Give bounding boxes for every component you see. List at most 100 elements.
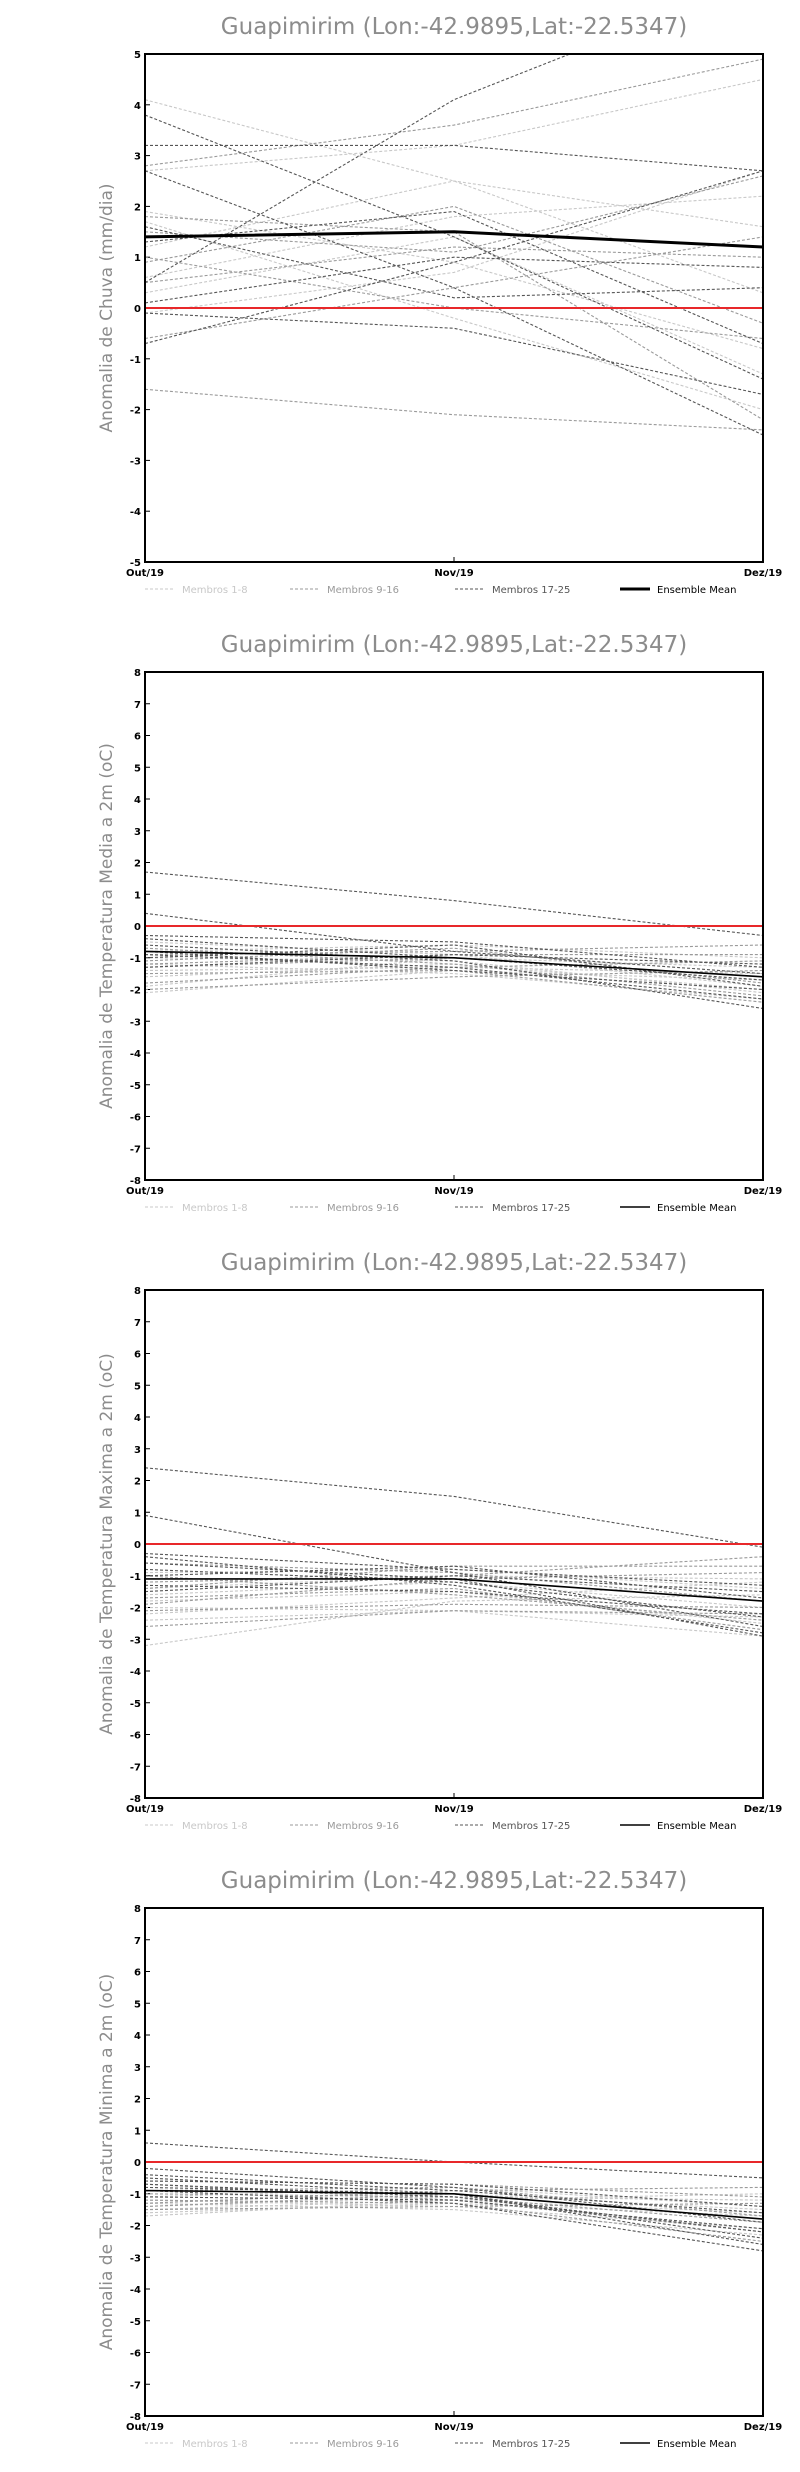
y-tick-label: 7 <box>134 1936 141 1947</box>
member-line <box>145 1594 763 1647</box>
chart-panel: Guapimirim (Lon:-42.9895,Lat:-22.5347) An… <box>0 618 800 1236</box>
chart-svg: Guapimirim (Lon:-42.9895,Lat:-22.5347) An… <box>97 632 782 1214</box>
legend-label: Membros 1-8 <box>182 585 248 596</box>
y-tick-label: 8 <box>134 1286 141 1297</box>
y-tick-label: -5 <box>130 1081 141 1092</box>
y-tick-label: -2 <box>130 2222 141 2233</box>
member-line <box>145 2186 763 2208</box>
x-tick-label: Nov/19 <box>434 1186 473 1197</box>
y-tick-label: 3 <box>134 152 141 163</box>
series-group <box>145 1467 763 1647</box>
series-group <box>145 54 763 436</box>
ensemble-mean-line <box>145 950 763 978</box>
member-line <box>145 2202 763 2217</box>
member-line <box>145 2202 763 2211</box>
y-axis-label: Anomalia de Chuva (mm/dia) <box>97 183 117 432</box>
member-line <box>145 1581 763 1609</box>
member-line <box>145 941 763 987</box>
member-line <box>145 2196 763 2230</box>
member-line <box>145 944 763 1010</box>
member-line <box>145 944 763 959</box>
x-tick-label: Nov/19 <box>434 2422 473 2433</box>
y-tick-label: 8 <box>134 1904 141 1915</box>
legend-label: Membros 9-16 <box>327 1821 399 1832</box>
legend-label: Ensemble Mean <box>657 1203 736 1214</box>
member-line <box>145 938 763 981</box>
member-line <box>145 1562 763 1602</box>
member-line <box>145 1514 763 1628</box>
member-line <box>145 947 763 997</box>
legend-label: Ensemble Mean <box>657 1821 736 1832</box>
member-line <box>145 969 763 994</box>
y-tick-label: -5 <box>130 558 141 569</box>
chart-panel: Guapimirim (Lon:-42.9895,Lat:-22.5347) An… <box>0 1854 800 2472</box>
y-tick-label: -7 <box>130 1144 141 1155</box>
x-tick-label: Out/19 <box>126 568 164 579</box>
member-line <box>145 954 763 965</box>
member-line <box>145 2199 763 2217</box>
chart-svg: Guapimirim (Lon:-42.9895,Lat:-22.5347) An… <box>97 1868 782 2450</box>
member-line <box>145 2180 763 2198</box>
y-tick-label: -1 <box>130 1572 141 1583</box>
ensemble-mean-line <box>145 2189 763 2220</box>
y-tick-label: 4 <box>134 2031 141 2042</box>
member-line <box>145 1575 763 1593</box>
y-tick-label: -3 <box>130 456 141 467</box>
member-line <box>145 1575 763 1590</box>
legend-label: Membros 1-8 <box>182 1821 248 1832</box>
member-line <box>145 969 763 1003</box>
y-tick-label: 2 <box>134 1477 141 1488</box>
member-line <box>145 954 763 1000</box>
member-line <box>145 1565 763 1599</box>
member-line <box>145 205 763 324</box>
member-line <box>145 944 763 956</box>
plot-frame <box>144 1907 764 2417</box>
member-line <box>145 144 763 172</box>
legend-label: Ensemble Mean <box>657 585 736 596</box>
y-tick-label: 2 <box>134 202 141 213</box>
plot-frame <box>144 671 764 1181</box>
member-line <box>145 388 763 431</box>
y-tick-label: -5 <box>130 1699 141 1710</box>
member-line <box>145 2174 763 2214</box>
member-line <box>145 1552 763 1586</box>
legend-label: Membros 1-8 <box>182 2439 248 2450</box>
y-tick-label: -4 <box>130 507 141 518</box>
y-tick-label: 8 <box>134 668 141 679</box>
legend-label: Membros 1-8 <box>182 1203 248 1214</box>
y-tick-label: 1 <box>134 2126 141 2137</box>
chart-title: Guapimirim (Lon:-42.9895,Lat:-22.5347) <box>221 632 687 658</box>
member-line <box>145 2199 763 2242</box>
y-tick-label: 5 <box>134 1999 141 2010</box>
member-line <box>145 871 763 937</box>
member-line <box>145 54 572 284</box>
member-line <box>145 1610 763 1628</box>
member-line <box>145 1556 763 1634</box>
member-line <box>145 2183 763 2233</box>
y-axis-label: Anomalia de Temperatura Maxima a 2m (oC) <box>97 1353 117 1735</box>
y-tick-label: -5 <box>130 2317 141 2328</box>
legend-label: Membros 17-25 <box>492 1821 570 1832</box>
y-tick-label: 4 <box>134 1413 141 1424</box>
member-line <box>145 2180 763 2208</box>
member-line <box>145 1565 763 1590</box>
member-line <box>145 1568 763 1590</box>
member-line <box>145 2186 763 2204</box>
y-tick-label: 0 <box>134 304 141 315</box>
member-line <box>145 963 763 1000</box>
x-tick-label: Dez/19 <box>744 568 783 579</box>
member-line <box>145 216 763 421</box>
ensemble-mean-line <box>145 230 763 249</box>
y-tick-label: 2 <box>134 859 141 870</box>
plot-frame <box>144 1289 764 1799</box>
y-tick-label: 1 <box>134 253 141 264</box>
y-tick-label: 3 <box>134 2063 141 2074</box>
y-tick-label: 7 <box>134 700 141 711</box>
y-tick-label: -6 <box>130 2349 141 2360</box>
member-line <box>145 2186 763 2239</box>
y-tick-label: -3 <box>130 2253 141 2264</box>
chart-title: Guapimirim (Lon:-42.9895,Lat:-22.5347) <box>221 1250 687 1276</box>
chart-panel: Guapimirim (Lon:-42.9895,Lat:-22.5347) An… <box>0 0 800 618</box>
member-line <box>145 114 763 380</box>
member-line <box>145 1610 763 1621</box>
